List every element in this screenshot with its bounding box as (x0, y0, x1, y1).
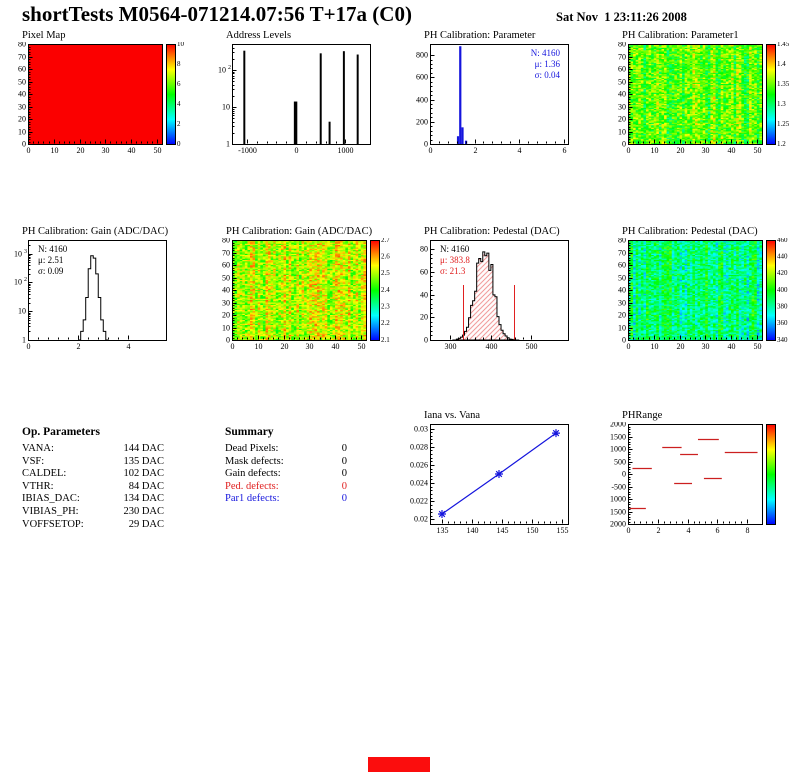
summary-label: Mask defects: (225, 455, 284, 467)
ph-parameter-plot (406, 42, 598, 160)
summary-value: 0 (341, 455, 347, 467)
param-value: 230 DAC (123, 505, 164, 517)
pad-gain-map: PH Calibration: Gain (ADC/DAC) (208, 226, 400, 358)
summary-row-par1-defects: Par1 defects: 0 (225, 493, 347, 506)
summary-row-ped-defects: Ped. defects: 0 (225, 481, 347, 494)
summary-value: 0 (341, 468, 347, 480)
pad-iana-vana: Iana vs. Vana (406, 410, 598, 542)
param-label: CALDEL: (22, 468, 67, 480)
chart-title-pedestal-hist: PH Calibration: Pedestal (DAC) (424, 226, 560, 237)
summary-label: Dead Pixels: (225, 443, 279, 454)
op-parameters-title: Op. Parameters (22, 426, 100, 438)
pad-pedestal-map: PH Calibration: Pedestal (DAC) (604, 226, 796, 358)
pad-address-levels: Address Levels (208, 30, 400, 162)
param-label: VSF: (22, 455, 45, 467)
param-value: 144 DAC (123, 443, 164, 454)
pad-gain-hist: PH Calibration: Gain (ADC/DAC) (4, 226, 196, 358)
summary-value: 0 (341, 480, 347, 492)
param-row-caldel: CALDEL: 102 DAC (22, 468, 164, 481)
param-label: VTHR: (22, 480, 54, 492)
param-label: VIBIAS_PH: (22, 505, 79, 517)
param-value: 135 DAC (123, 455, 164, 467)
pixel-map-plot (4, 42, 196, 160)
chart-title-gain-hist: PH Calibration: Gain (ADC/DAC) (22, 226, 169, 237)
ph-parameter1-map-plot (604, 42, 796, 160)
iana-vana-plot (406, 422, 598, 540)
summary-title: Summary (225, 426, 274, 438)
chart-title-phrange: PHRange (622, 410, 663, 421)
summary-row-gain-defects: Gain defects: 0 (225, 468, 347, 481)
bottom-red-bar (368, 757, 430, 772)
summary-value: 0 (341, 493, 347, 505)
phrange-plot (604, 422, 796, 540)
param-value: 102 DAC (123, 468, 164, 480)
chart-title-address-levels: Address Levels (226, 30, 292, 41)
param-row-vthr: VTHR: 84 DAC (22, 481, 164, 494)
pedestal-map-plot (604, 238, 796, 356)
pedestal-hist-plot (406, 238, 598, 356)
param-row-vibias-ph: VIBIAS_PH: 230 DAC (22, 506, 164, 519)
param-row-voffsetop: VOFFSETOP: 29 DAC (22, 519, 164, 532)
summary-row-mask-defects: Mask defects: 0 (225, 456, 347, 469)
timestamp: Sat Nov 1 23:11:26 2008 (556, 10, 687, 24)
summary-label: Par1 defects: (225, 493, 280, 505)
summary-value: 0 (341, 443, 347, 454)
summary-panel: Summary Dead Pixels: 0 Mask defects: 0 Gai… (225, 426, 347, 506)
param-value: 134 DAC (123, 493, 164, 505)
chart-title-pedestal-map: PH Calibration: Pedestal (DAC) (622, 226, 758, 237)
chart-title-iana-vana: Iana vs. Vana (424, 410, 481, 421)
pad-pixel-map: Pixel Map (4, 30, 196, 162)
param-label: IBIAS_DAC: (22, 493, 80, 505)
summary-row-dead-pixels: Dead Pixels: 0 (225, 443, 347, 456)
gain-map-plot (208, 238, 400, 356)
param-value: 29 DAC (128, 518, 164, 530)
chart-title-pixel-map: Pixel Map (22, 30, 66, 41)
gain-hist-plot (4, 238, 196, 356)
param-label: VOFFSETOP: (22, 518, 84, 530)
op-parameters-panel: Op. Parameters VANA: 144 DAC VSF: 135 DAC … (22, 426, 164, 531)
pad-pedestal-hist: PH Calibration: Pedestal (DAC) (406, 226, 598, 358)
param-label: VANA: (22, 443, 54, 454)
pad-phrange: PHRange (604, 410, 796, 542)
chart-title-gain-map: PH Calibration: Gain (ADC/DAC) (226, 226, 373, 237)
summary-label: Gain defects: (225, 468, 281, 480)
address-levels-plot (208, 42, 400, 160)
param-value: 84 DAC (128, 480, 164, 492)
pad-ph-parameter: PH Calibration: Parameter (406, 30, 598, 162)
chart-title-ph-parameter1: PH Calibration: Parameter1 (622, 30, 739, 41)
page-title: shortTests M0564-071214.07:56 T+17a (C0) (22, 2, 412, 26)
summary-label: Ped. defects: (225, 480, 279, 492)
pad-ph-parameter1-map: PH Calibration: Parameter1 (604, 30, 796, 162)
param-row-vsf: VSF: 135 DAC (22, 456, 164, 469)
param-row-vana: VANA: 144 DAC (22, 443, 164, 456)
chart-title-ph-parameter: PH Calibration: Parameter (424, 30, 536, 41)
param-row-ibias-dac: IBIAS_DAC: 134 DAC (22, 493, 164, 506)
